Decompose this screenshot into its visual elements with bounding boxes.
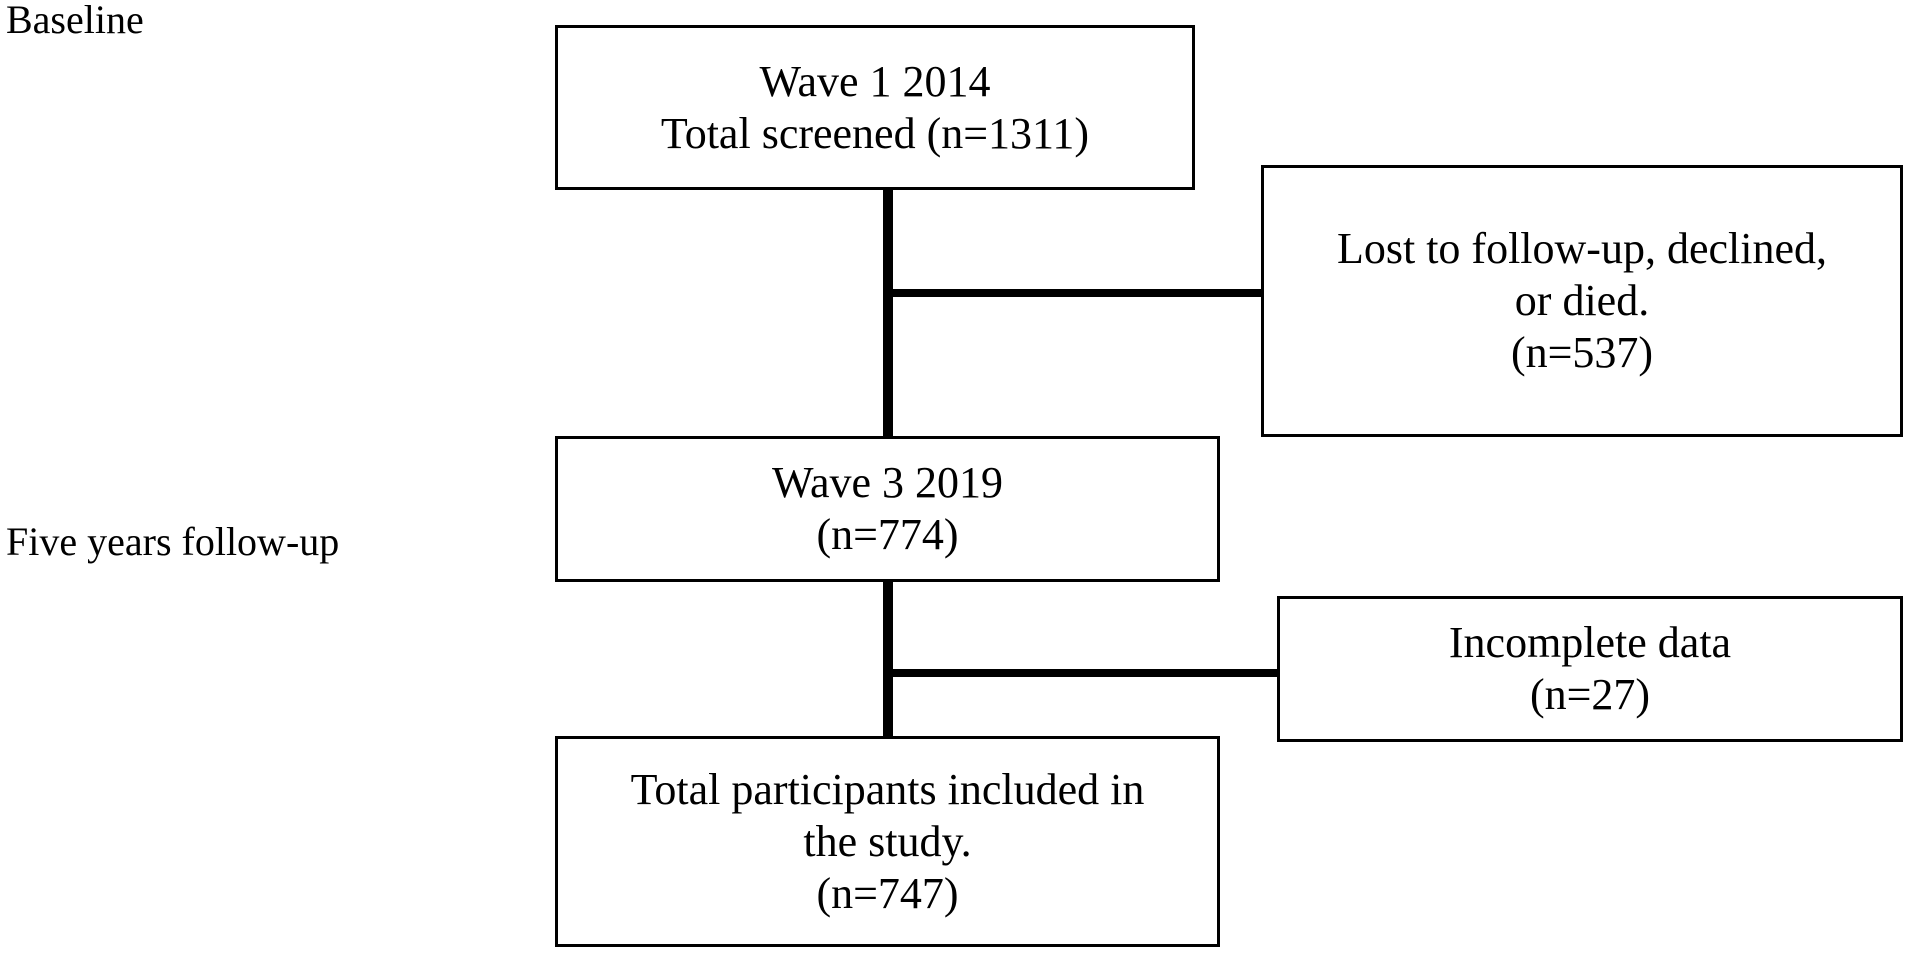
incomplete-data-box: Incomplete data (n=27): [1277, 596, 1903, 742]
connector-wave3-to-total: [883, 580, 893, 738]
total-line-2: the study.: [803, 816, 972, 866]
wave1-box: Wave 1 2014 Total screened (n=1311): [555, 25, 1195, 190]
total-participants-box: Total participants included in the study…: [555, 736, 1220, 947]
total-line-1: Total participants included in: [630, 764, 1145, 814]
lost-count: (n=537): [1510, 328, 1654, 377]
wave3-box: Wave 3 2019 (n=774): [555, 436, 1220, 582]
lost-to-followup-box: Lost to follow-up, declined, or died. (n…: [1261, 165, 1903, 437]
wave3-title: Wave 3 2019: [771, 458, 1004, 507]
wave1-count: Total screened (n=1311): [660, 108, 1090, 158]
connector-to-lost-box: [888, 289, 1264, 297]
incomplete-count: (n=27): [1529, 670, 1651, 719]
wave1-title: Wave 1 2014: [759, 56, 991, 106]
wave3-count: (n=774): [816, 510, 959, 559]
incomplete-title: Incomplete data: [1448, 618, 1732, 667]
connector-to-incomplete-box: [888, 669, 1280, 677]
lost-line-2: or died.: [1514, 276, 1650, 325]
stage-label-followup: Five years follow-up: [6, 519, 340, 564]
lost-line-1: Lost to follow-up, declined,: [1336, 224, 1827, 273]
total-count: (n=747): [816, 868, 959, 918]
connector-wave1-to-wave3: [883, 188, 893, 438]
stage-label-baseline: Baseline: [6, 0, 144, 42]
